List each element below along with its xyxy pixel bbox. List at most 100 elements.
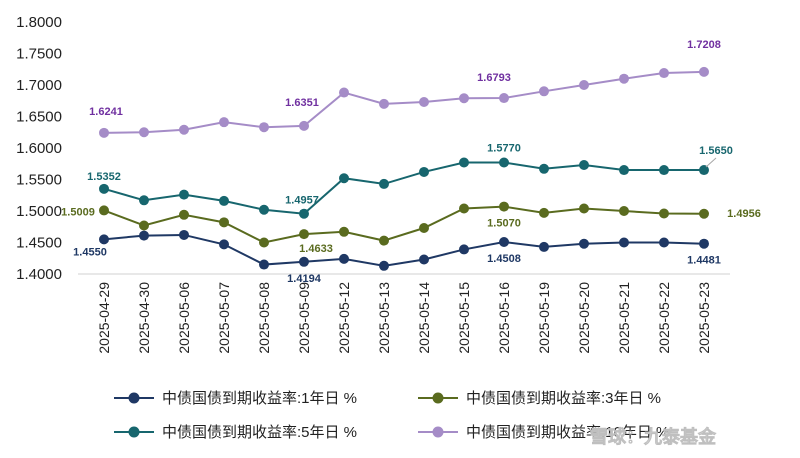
data-label: 1.6241 [89, 106, 123, 118]
series-point-2 [219, 195, 229, 206]
legend-marker-2 [128, 426, 140, 438]
x-tick-label: 2025-05-22 [656, 282, 672, 354]
data-label: 1.5770 [487, 142, 521, 154]
series-point-0 [99, 234, 109, 245]
plot-area [99, 66, 709, 271]
y-tick-label: 1.4500 [16, 235, 62, 252]
x-tick-label: 2025-05-20 [576, 282, 592, 354]
y-tick-label: 1.7000 [16, 77, 62, 94]
data-labels: 1.4550 1.4194 1.4508 1.4481 1.5009 1.4633 1.50… [61, 39, 761, 285]
series-point-1 [419, 223, 429, 234]
series-point-2 [699, 165, 709, 176]
legend-label-0: 中债国债到期收益率:1年日 % [162, 390, 357, 407]
y-tick-label: 1.4000 [16, 266, 62, 283]
x-tick-label: 2025-04-29 [96, 282, 112, 354]
series-point-2 [579, 160, 589, 171]
data-label: 1.5650 [699, 145, 733, 157]
series-point-3 [619, 73, 629, 84]
y-tick-label: 1.6000 [16, 140, 62, 157]
series-point-3 [699, 66, 709, 77]
series-point-1 [619, 206, 629, 216]
series-point-3 [419, 97, 429, 108]
series-point-1 [219, 217, 229, 228]
data-label: 1.5352 [87, 171, 121, 183]
series-point-2 [259, 204, 269, 215]
data-label: 1.5009 [61, 206, 95, 218]
series-point-3 [139, 127, 149, 138]
data-label: 1.4508 [487, 253, 521, 265]
series-point-1 [99, 205, 109, 216]
legend-marker-0 [128, 392, 140, 404]
y-tick-label: 1.5000 [16, 203, 62, 220]
series-point-0 [259, 259, 269, 270]
label-leader-line [705, 157, 717, 168]
y-tick-label: 1.5500 [16, 172, 62, 189]
series-point-0 [379, 260, 389, 271]
series-point-0 [299, 256, 309, 267]
series-point-2 [659, 165, 669, 176]
series-point-3 [259, 122, 269, 133]
y-tick-label: 1.6500 [16, 109, 62, 126]
series-point-1 [499, 201, 509, 212]
series-point-0 [499, 236, 509, 247]
data-label: 1.4633 [299, 243, 333, 255]
x-tick-label: 2025-05-08 [256, 282, 272, 354]
data-label: 1.4194 [287, 273, 322, 285]
x-tick-label: 2025-05-19 [536, 282, 552, 354]
series-point-1 [179, 209, 189, 220]
series-point-3 [339, 87, 349, 98]
data-label: 1.5070 [487, 218, 521, 230]
series-point-2 [499, 157, 509, 168]
series-line-3 [103, 70, 705, 134]
legend-label-1: 中债国债到期收益率:3年日 % [466, 390, 661, 407]
series-point-0 [699, 238, 709, 249]
series-point-3 [659, 68, 669, 79]
x-tick-label: 2025-05-15 [456, 282, 472, 354]
series-point-1 [259, 237, 269, 248]
series-point-3 [579, 80, 589, 90]
series-point-3 [179, 124, 189, 135]
series-point-0 [619, 237, 629, 248]
series-point-1 [539, 207, 549, 218]
series-point-0 [339, 253, 349, 264]
series-point-3 [379, 98, 389, 109]
y-axis: 1.4000 1.4500 1.5000 1.5500 1.6000 1.6500 1.70… [16, 14, 62, 283]
series-point-3 [499, 93, 509, 104]
legend: 中债国债到期收益率:1年日 % 中债国债到期收益率:3年日 % 中债国债到期收益率:… [114, 390, 669, 441]
legend-marker-3 [432, 426, 444, 438]
data-label: 1.4481 [687, 255, 721, 267]
series-point-0 [659, 237, 669, 248]
data-label: 1.4957 [285, 195, 319, 207]
series-point-3 [459, 93, 469, 104]
series-point-0 [539, 241, 549, 252]
x-tick-label: 2025-05-12 [336, 282, 352, 354]
series-point-1 [299, 229, 309, 240]
series-point-3 [299, 120, 309, 131]
data-label: 1.6793 [477, 72, 511, 84]
series-point-1 [339, 226, 349, 237]
series-point-1 [459, 203, 469, 214]
series-point-0 [139, 230, 149, 241]
series-point-0 [419, 254, 429, 265]
series-line-0 [103, 233, 705, 267]
series-point-2 [99, 183, 109, 194]
x-tick-label: 2025-05-16 [496, 282, 512, 354]
series-point-3 [219, 117, 229, 128]
series-point-1 [699, 208, 709, 219]
series-point-1 [579, 203, 589, 214]
x-tick-label: 2025-05-14 [416, 282, 432, 354]
series-point-2 [539, 163, 549, 174]
data-label: 1.4956 [727, 208, 761, 220]
series-point-2 [299, 208, 309, 219]
data-label: 1.7208 [687, 39, 721, 51]
series-point-2 [619, 165, 629, 176]
series-line-2 [103, 161, 704, 215]
x-tick-label: 2025-05-23 [696, 282, 712, 354]
series-point-0 [579, 238, 589, 249]
series-point-2 [179, 189, 189, 200]
x-tick-label: 2025-05-21 [616, 282, 632, 354]
series-point-0 [219, 239, 229, 250]
series-point-1 [139, 220, 149, 231]
